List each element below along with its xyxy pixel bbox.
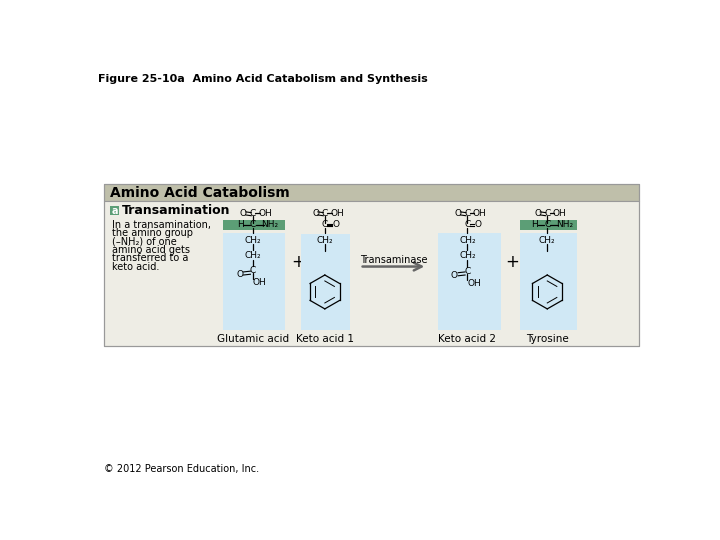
- Bar: [520, 220, 577, 231]
- Text: O: O: [312, 209, 319, 218]
- Bar: [104, 184, 639, 201]
- Text: C: C: [250, 220, 256, 230]
- Text: OH: OH: [467, 279, 481, 288]
- Text: Tyrosine: Tyrosine: [526, 334, 569, 345]
- Text: © 2012 Pearson Education, Inc.: © 2012 Pearson Education, Inc.: [104, 464, 259, 474]
- Bar: [104, 184, 639, 346]
- Text: OH: OH: [253, 278, 266, 287]
- Bar: [110, 206, 119, 215]
- Text: CH₂: CH₂: [459, 236, 476, 245]
- Text: O: O: [236, 270, 243, 279]
- Text: OH: OH: [473, 209, 487, 218]
- Text: Keto acid 1: Keto acid 1: [296, 334, 354, 345]
- Text: O: O: [474, 220, 482, 230]
- Bar: [520, 233, 577, 330]
- Text: C: C: [322, 209, 328, 218]
- Text: Keto acid 2: Keto acid 2: [438, 334, 496, 345]
- Bar: [222, 220, 285, 231]
- Text: CH₂: CH₂: [317, 236, 333, 245]
- Text: keto acid.: keto acid.: [112, 262, 159, 272]
- Text: OH: OH: [553, 209, 567, 218]
- Text: Glutamic acid: Glutamic acid: [217, 334, 289, 345]
- Text: Transaminase: Transaminase: [360, 255, 427, 265]
- Text: Transamination: Transamination: [122, 204, 230, 217]
- Text: O: O: [454, 209, 462, 218]
- Text: C: C: [464, 267, 471, 275]
- Bar: [301, 234, 350, 330]
- Text: CH₂: CH₂: [244, 251, 261, 260]
- Text: OH: OH: [258, 209, 272, 218]
- Text: amino acid gets: amino acid gets: [112, 245, 189, 255]
- Text: transferred to a: transferred to a: [112, 253, 188, 264]
- Bar: [104, 201, 639, 346]
- Text: C: C: [544, 220, 550, 230]
- Text: C: C: [250, 266, 256, 275]
- Text: C: C: [544, 209, 550, 218]
- Text: +: +: [291, 253, 305, 271]
- Text: H: H: [531, 220, 539, 230]
- Text: C: C: [464, 209, 471, 218]
- Text: CH₂: CH₂: [459, 251, 476, 260]
- Text: CH₂: CH₂: [244, 236, 261, 245]
- Text: C: C: [250, 209, 256, 218]
- Text: NH₂: NH₂: [556, 220, 573, 230]
- Text: Amino Acid Catabolism: Amino Acid Catabolism: [110, 186, 290, 200]
- Bar: [438, 233, 500, 330]
- Text: In a transamination,: In a transamination,: [112, 220, 211, 229]
- Text: +: +: [505, 253, 519, 271]
- Text: O: O: [534, 209, 541, 218]
- Text: O: O: [332, 220, 339, 230]
- Text: H: H: [237, 220, 244, 230]
- Text: O: O: [451, 271, 458, 280]
- Text: Figure 25-10a  Amino Acid Catabolism and Synthesis: Figure 25-10a Amino Acid Catabolism and …: [98, 74, 428, 84]
- Text: a: a: [111, 206, 117, 215]
- Text: CH₂: CH₂: [539, 236, 556, 245]
- Bar: [222, 233, 285, 330]
- Text: OH: OH: [330, 209, 344, 218]
- Text: (–NH₂) of one: (–NH₂) of one: [112, 237, 176, 246]
- Text: the amino group: the amino group: [112, 228, 193, 238]
- Text: NH₂: NH₂: [261, 220, 279, 230]
- Text: C: C: [322, 220, 328, 230]
- Text: O: O: [240, 209, 247, 218]
- Text: C: C: [464, 220, 471, 230]
